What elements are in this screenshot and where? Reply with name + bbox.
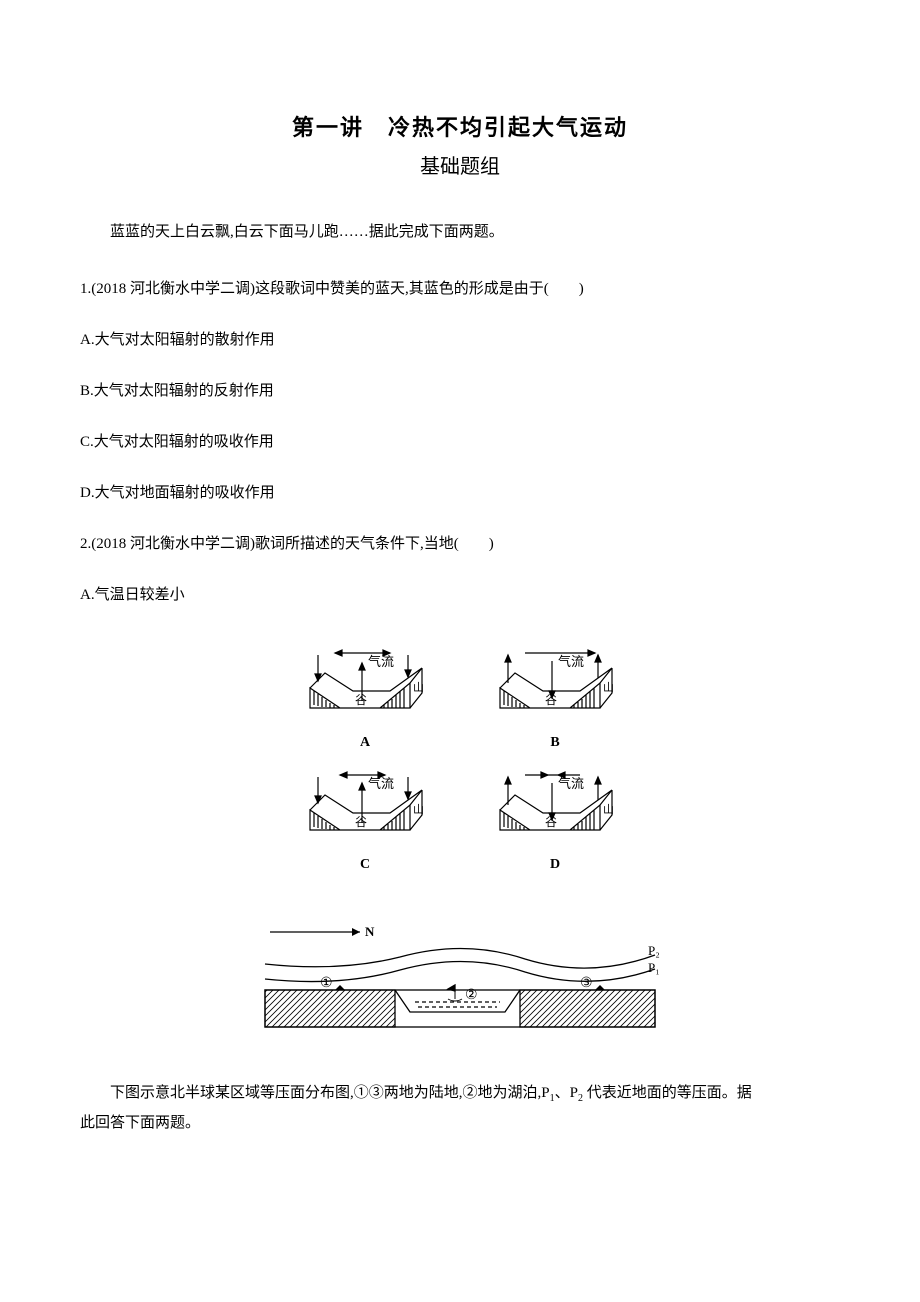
main-title: 第一讲 冷热不均引起大气运动	[80, 110, 840, 142]
diagram-c: 气流 谷 山 C	[290, 755, 440, 873]
diagram-row-1: 气流 谷 山 A	[290, 633, 630, 751]
mountain-label: 山	[603, 681, 614, 694]
context-part-c: 代表近地面的等压面。据	[583, 1085, 752, 1101]
context-paragraph: 下图示意北半球某区域等压面分布图,①③两地为陆地,②地为湖泊,P1、P2 代表近…	[80, 1077, 840, 1110]
context-part-a: 下图示意北半球某区域等压面分布图,①③两地为陆地,②地为湖泊,P	[110, 1085, 550, 1101]
q2-stem: 2.(2018 河北衡水中学二调)歌词所描述的天气条件下,当地( )	[80, 531, 840, 558]
airflow-label: 气流	[368, 654, 394, 669]
diagram-label-c: C	[290, 857, 440, 873]
sub-title: 基础题组	[80, 150, 840, 179]
airflow-label: 气流	[368, 776, 394, 791]
p2-label: P₂	[648, 943, 660, 958]
q1-option-c: C.大气对太阳辐射的吸收作用	[80, 429, 840, 456]
airflow-label: 气流	[558, 776, 584, 791]
q1-stem: 1.(2018 河北衡水中学二调)这段歌词中赞美的蓝天,其蓝色的形成是由于( )	[80, 276, 840, 303]
point-3: ③	[580, 976, 593, 991]
diagram-row-2: 气流 谷 山 C	[290, 755, 630, 873]
p1-label: P₁	[648, 960, 660, 975]
diagram-label-a: A	[290, 735, 440, 751]
point-1: ①	[320, 976, 333, 991]
airflow-label: 气流	[558, 654, 584, 669]
diagram-label-b: B	[480, 735, 630, 751]
mountain-label: 山	[413, 803, 424, 816]
diagram-a: 气流 谷 山 A	[290, 633, 440, 751]
four-diagrams-figure: 气流 谷 山 A	[80, 633, 840, 877]
valley-label: 谷	[545, 815, 557, 829]
q1-option-b: B.大气对太阳辐射的反射作用	[80, 378, 840, 405]
mountain-label: 山	[413, 681, 424, 694]
intro-paragraph: 蓝蓝的天上白云飘,白云下面马儿跑……据此完成下面两题。	[80, 219, 840, 246]
q1-option-d: D.大气对地面辐射的吸收作用	[80, 480, 840, 507]
q2-option-a: A.气温日较差小	[80, 582, 840, 609]
diagram-b: 气流 谷 山 B	[480, 633, 630, 751]
valley-label: 谷	[545, 693, 557, 707]
context-part-b: 、P	[555, 1085, 578, 1101]
valley-label: 谷	[355, 815, 367, 829]
diagram-label-d: D	[480, 857, 630, 873]
context-line2: 此回答下面两题。	[80, 1110, 840, 1137]
valley-label: 谷	[355, 693, 367, 707]
pressure-figure: N P₂ P₁ ① ② ③	[80, 917, 840, 1037]
q1-option-a: A.大气对太阳辐射的散射作用	[80, 327, 840, 354]
point-2: ②	[465, 988, 478, 1003]
north-label: N	[365, 924, 375, 939]
mountain-label: 山	[603, 803, 614, 816]
diagram-d: 气流 谷 山 D	[480, 755, 630, 873]
